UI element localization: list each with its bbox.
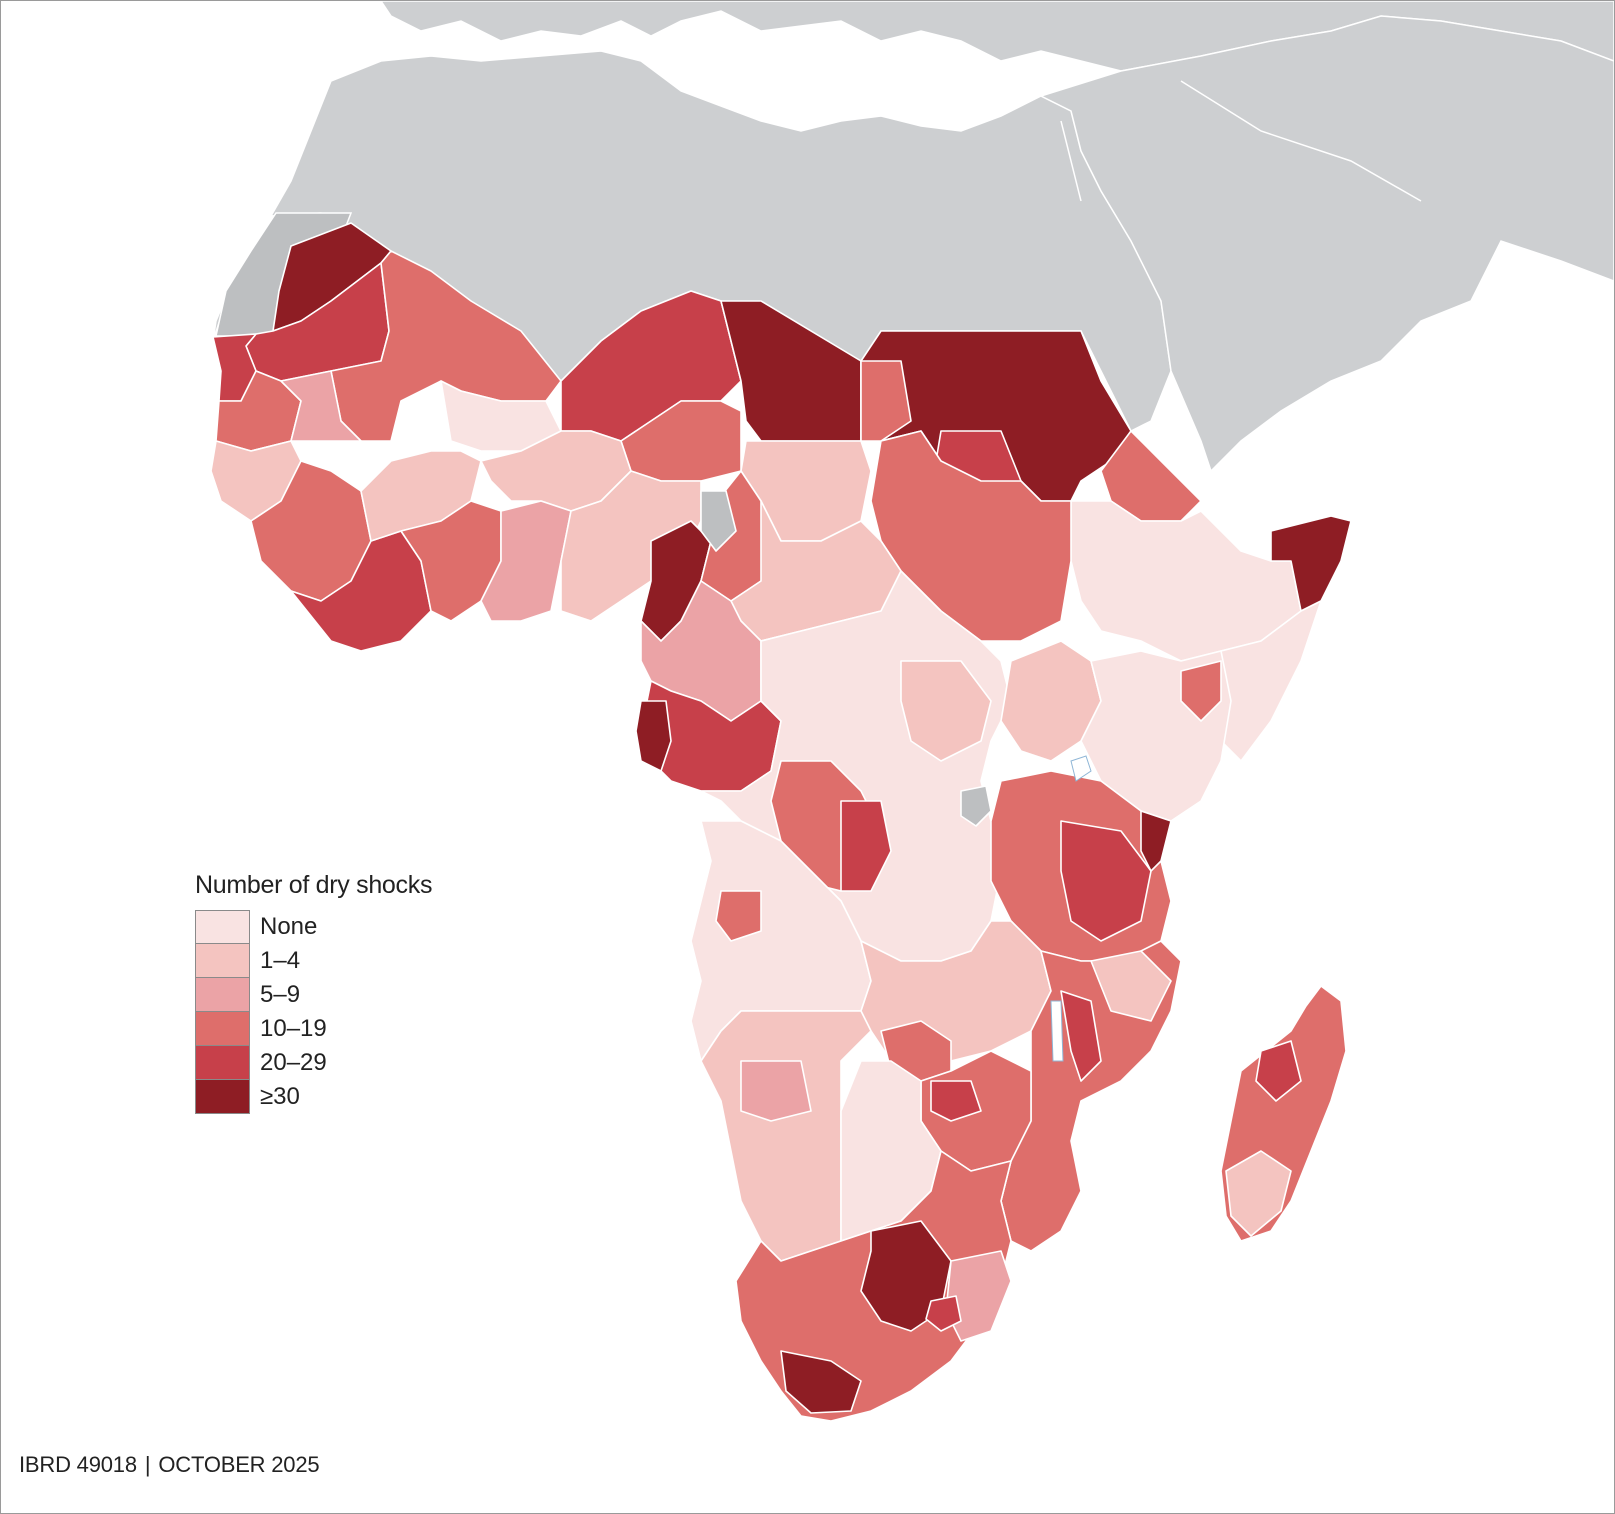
legend-label: ≥30 — [260, 1083, 300, 1110]
legend-item-none: None — [195, 910, 432, 944]
legend-item-30-plus: ≥30 — [195, 1080, 432, 1114]
legend-label: 10–19 — [260, 1015, 327, 1042]
legend-label: 20–29 — [260, 1049, 327, 1076]
legend-swatch — [195, 978, 250, 1012]
legend-swatch — [195, 1046, 250, 1080]
legend-label: 5–9 — [260, 981, 301, 1008]
map-legend: Number of dry shocks None 1–4 5–9 10–19 … — [195, 871, 432, 1114]
legend-items: None 1–4 5–9 10–19 20–29 ≥30 — [195, 910, 432, 1114]
legend-item-10-19: 10–19 — [195, 1012, 432, 1046]
map-date: OCTOBER 2025 — [158, 1452, 320, 1477]
legend-swatch — [195, 1080, 250, 1114]
map-footer: IBRD 49018 | OCTOBER 2025 — [19, 1452, 320, 1478]
lake-outlines — [1050, 755, 1092, 1062]
legend-item-1-4: 1–4 — [195, 944, 432, 978]
legend-item-20-29: 20–29 — [195, 1046, 432, 1080]
footer-separator: | — [144, 1452, 151, 1477]
map-id: IBRD 49018 — [19, 1452, 137, 1477]
legend-label: None — [260, 913, 318, 940]
legend-swatch — [195, 1012, 250, 1046]
legend-swatch — [195, 944, 250, 978]
legend-title: Number of dry shocks — [195, 871, 433, 899]
africa-choropleth — [210, 222, 1352, 1422]
legend-swatch — [195, 910, 250, 944]
legend-label: 1–4 — [260, 947, 301, 974]
non-africa-land — [212, 1, 1614, 473]
legend-item-5-9: 5–9 — [195, 978, 432, 1012]
